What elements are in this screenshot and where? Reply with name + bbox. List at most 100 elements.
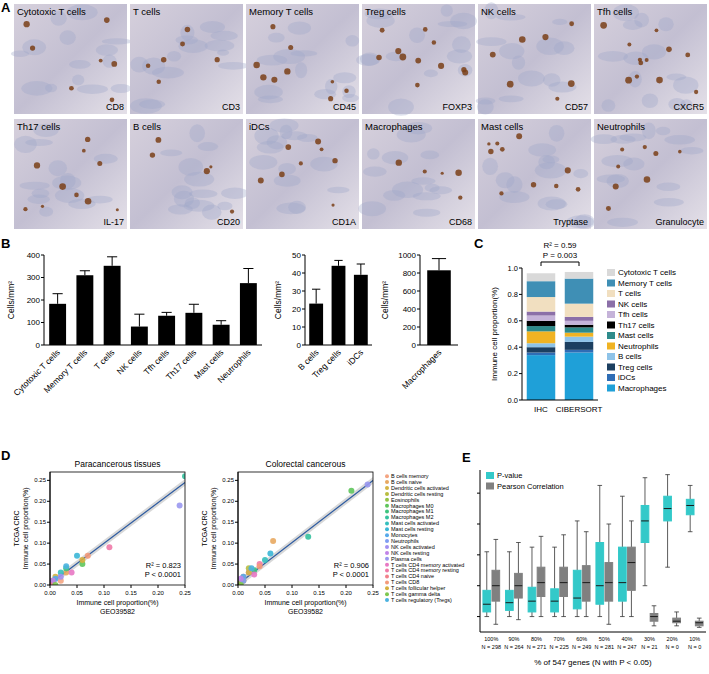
point (249, 565, 255, 571)
stain-dot (645, 58, 649, 62)
legend-marker (385, 480, 389, 484)
tissue-texture (276, 202, 305, 214)
error-bar (243, 269, 253, 284)
bar-segment (527, 297, 556, 312)
median (695, 622, 703, 623)
tissue-texture (420, 151, 439, 160)
whisker-high-cap (665, 474, 670, 475)
tile-image (478, 119, 591, 229)
y-tick (417, 309, 420, 310)
tissue-texture (167, 51, 181, 62)
stain-dot (23, 207, 27, 211)
tissue-texture (160, 150, 182, 157)
y-tick-label: 400 (403, 305, 417, 314)
error-line (84, 271, 85, 276)
point (52, 582, 58, 585)
stain-dot (488, 149, 493, 154)
stain-dot (568, 80, 575, 87)
stain-dot (500, 147, 505, 152)
legend-label: T cells (618, 289, 641, 298)
y-tick-label: 600 (403, 287, 417, 296)
whisker-high-cap (688, 485, 693, 486)
error-bar (334, 260, 342, 265)
y-tick-label: 0.20 (222, 498, 234, 504)
tissue-texture (476, 37, 506, 46)
stain-dot (85, 137, 90, 142)
bar-segment (565, 352, 594, 400)
tile-title: T cells (133, 6, 161, 17)
image-tile (246, 4, 359, 114)
annotation: P < 0.0001 (145, 570, 181, 579)
x-tick-sublabel: N = 0 (665, 644, 678, 650)
error-line (360, 264, 361, 275)
whisker-low-cap (652, 625, 657, 626)
tissue-texture (72, 75, 84, 86)
tile-image (246, 4, 359, 114)
whisker-high-cap (516, 542, 521, 543)
x-tick-label: NK cells (115, 347, 144, 376)
y-tick-label: 40 (292, 269, 301, 278)
point (177, 502, 183, 508)
stain-dot (635, 74, 639, 78)
tissue-texture (542, 156, 559, 164)
whisker-high (554, 547, 555, 589)
tissue-texture (288, 21, 311, 34)
trend-line (50, 482, 185, 583)
tissue-texture (658, 17, 673, 31)
tissue-texture (217, 49, 229, 55)
legend-marker (385, 563, 389, 567)
tile-image (14, 119, 127, 229)
title: Paracancerous tissues (75, 459, 161, 469)
x-tick (104, 585, 105, 588)
median (596, 585, 604, 586)
median (605, 582, 613, 583)
plot-area (309, 260, 368, 345)
tissue-texture (450, 13, 477, 29)
tissue-texture (388, 98, 414, 115)
legend-marker (385, 569, 389, 573)
box (537, 567, 545, 596)
legend-label: B cells (618, 352, 642, 361)
stain-dot (284, 68, 290, 74)
error-bar (162, 312, 172, 315)
whisker-high (531, 547, 532, 587)
y-tick-label: 20 (292, 305, 301, 314)
y-tick (519, 373, 522, 374)
whisker-low (518, 598, 519, 620)
tissue-texture (218, 62, 248, 70)
y-axis-label: Cells/mm² (6, 281, 16, 319)
tile-stain: Tryptase (553, 217, 588, 227)
tissue-texture (189, 189, 217, 198)
tile-image (130, 4, 243, 114)
whisker-high-cap (607, 524, 612, 525)
y-tick-label: 0.00 (222, 582, 234, 588)
tissue-texture (601, 99, 615, 112)
tile-image (14, 4, 127, 114)
point (79, 557, 85, 563)
x-tick-label: 0.10 (98, 590, 110, 596)
bar (332, 266, 346, 345)
tissue-texture (21, 81, 52, 96)
tissue-texture (200, 21, 225, 33)
plot-area (483, 475, 703, 628)
tissue-texture (310, 157, 338, 172)
tissue-texture (458, 64, 472, 77)
bar-segment (565, 279, 594, 304)
stain-dot (69, 86, 74, 91)
tissue-texture (367, 148, 380, 159)
whisker-low (531, 612, 532, 617)
stain-dot (82, 149, 86, 153)
legend-label: NK cells (618, 300, 647, 309)
stain-dot (519, 36, 526, 43)
median (537, 582, 545, 583)
whisker-high-cap (629, 520, 634, 521)
legend-swatch (607, 269, 615, 276)
tissue-texture (60, 30, 76, 45)
x-axis (420, 345, 458, 346)
y-tick (41, 255, 44, 256)
y-tick-label: 30 (292, 287, 301, 296)
y-axis-label: Cells/mm² (273, 281, 283, 319)
median (619, 582, 627, 583)
bar-segment (565, 321, 594, 325)
stain-dot (116, 208, 119, 211)
